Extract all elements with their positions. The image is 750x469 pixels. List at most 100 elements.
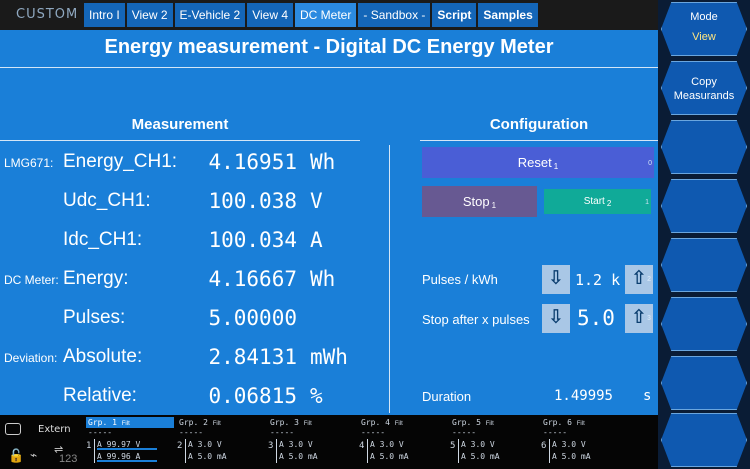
voltage-range: A 3.0 V [549, 439, 623, 451]
group-title-text: Grp. 2 [179, 418, 208, 427]
softkey-6[interactable] [661, 297, 747, 351]
measurand-unit: Wh [310, 150, 336, 174]
softkey-mode[interactable]: Mode View [661, 2, 747, 56]
group-number: 6 [541, 441, 547, 451]
voltage-range: A 3.0 V [367, 439, 441, 451]
main-panel: Energy measurement - Digital DC Energy M… [0, 30, 658, 415]
group-title: Grp. 1 Filt [86, 417, 174, 428]
group-number: 5 [450, 441, 456, 451]
status-bar: Extern 🔓 ⌁ ⇌ 123 Grp. 1 Filt ----- 1 A 9… [0, 415, 658, 469]
measurement-row-relative: Relative: 0.06815 % [0, 382, 380, 412]
measurand-label: Energy: [63, 268, 129, 289]
filter-badge: Filt [394, 421, 403, 427]
group-title: Grp. 3 Filt [268, 417, 356, 428]
current-range: A 5.0 mA [185, 451, 259, 463]
softkey-copy-measurands[interactable]: Copy Measurands [661, 61, 747, 115]
current-range: A 5.0 mA [549, 451, 623, 463]
group-number: 4 [359, 441, 365, 451]
tab-view-2[interactable]: View 2 [126, 3, 173, 27]
tab-e-vehicle-2[interactable]: E-Vehicle 2 [174, 3, 246, 27]
stop-after-pulses-value[interactable]: 5.0 [577, 306, 615, 330]
softkey-4[interactable] [661, 179, 747, 233]
stop-button-label: Stop [462, 194, 490, 209]
measurand-label: Idc_CH1: [63, 229, 143, 250]
filter-badge: Filt [121, 421, 130, 427]
measurand-value: 0.06815 [208, 384, 297, 408]
measurement-row-energy-ch1: LMG671: Energy_CH1: 4.16951 Wh [0, 148, 380, 178]
voltage-range: A 3.0 V [185, 439, 259, 451]
softkey-title: Mode [690, 11, 718, 23]
tab-sandbox[interactable]: - Sandbox - [358, 3, 431, 27]
group-title-text: Grp. 1 [88, 418, 117, 427]
measurand-unit: A [310, 228, 323, 252]
voltage-range-text: A 99.97 V [97, 440, 141, 449]
tab-view-4[interactable]: View 4 [247, 3, 294, 27]
pulses-decrement-button[interactable]: ⇩ [542, 265, 570, 294]
measurand-value: 4.16951 [208, 150, 297, 174]
trigger-source-label: Extern [38, 424, 71, 435]
stop-button[interactable]: Stop 1 [422, 186, 537, 217]
chat-icon[interactable] [5, 423, 21, 435]
measurement-divider [0, 140, 360, 141]
duration-label: Duration [422, 389, 472, 404]
start-corner-index: 1 [645, 199, 649, 206]
current-range: A 5.0 mA [367, 451, 441, 463]
group-2-panel[interactable]: Grp. 2 Filt ----- 2 A 3.0 V A 5.0 mA [177, 417, 265, 467]
group-dashes: ----- [270, 428, 295, 437]
measurand-label: Relative: [63, 385, 137, 406]
current-range-text: A 99.96 A [97, 452, 141, 461]
current-range: A 5.0 mA [276, 451, 350, 463]
group-number: 1 [86, 441, 92, 451]
group-label: DC Meter: [4, 273, 59, 287]
title-divider [0, 67, 658, 68]
current-range: A 99.96 A [94, 451, 168, 463]
down-arrow-icon: ⇩ [548, 307, 564, 328]
group-3-panel[interactable]: Grp. 3 Filt ----- 3 A 3.0 V A 5.0 mA [268, 417, 356, 467]
current-range: A 5.0 mA [458, 451, 532, 463]
duration-value: 1.49995 [553, 388, 613, 404]
stop-after-decrement-button[interactable]: ⇩ [542, 304, 570, 333]
reset-button[interactable]: Reset 1 0 [422, 147, 654, 178]
measurand-unit: % [310, 384, 323, 408]
top-bar: CUSTOM Intro I View 2 E-Vehicle 2 View 4… [0, 0, 658, 30]
group-1-panel[interactable]: Grp. 1 Filt ----- 1 A 99.97 V A 99.96 A [86, 417, 174, 467]
measurand-value: 100.034 [208, 228, 297, 252]
group-dashes: ----- [179, 428, 204, 437]
softkey-7[interactable] [661, 356, 747, 410]
measurand-value: 100.038 [208, 189, 297, 213]
softkey-8[interactable] [661, 413, 747, 467]
filter-badge: Filt [576, 421, 585, 427]
group-6-panel[interactable]: Grp. 6 Filt ----- 6 A 3.0 V A 5.0 mA [541, 417, 629, 467]
group-5-panel[interactable]: Grp. 5 Filt ----- 5 A 3.0 V A 5.0 mA [450, 417, 538, 467]
tab-intro-i[interactable]: Intro I [84, 3, 125, 27]
voltage-range: A 99.97 V [94, 439, 168, 451]
group-title-text: Grp. 3 [270, 418, 299, 427]
start-button[interactable]: Start 2 1 [544, 189, 651, 214]
tab-script[interactable]: Script [432, 3, 477, 27]
filter-badge: Filt [485, 421, 494, 427]
tab-samples[interactable]: Samples [478, 3, 538, 27]
softkey-3[interactable] [661, 120, 747, 174]
group-dashes: ----- [361, 428, 386, 437]
group-dashes: ----- [88, 428, 113, 437]
measurand-label: Absolute: [63, 346, 143, 367]
page-title: Energy measurement - Digital DC Energy M… [104, 36, 554, 58]
tab-dc-meter[interactable]: DC Meter [295, 3, 357, 27]
pulses-corner-index: 2 [647, 276, 651, 283]
group-title: Grp. 6 Filt [541, 417, 629, 428]
softkey-5[interactable] [661, 238, 747, 292]
group-title-text: Grp. 4 [361, 418, 390, 427]
softkey-column: Mode View Copy Measurands [658, 0, 750, 469]
measurand-unit: mWh [310, 345, 348, 369]
group-4-panel[interactable]: Grp. 4 Filt ----- 4 A 3.0 V A 5.0 mA [359, 417, 447, 467]
range-digits: 123 [59, 453, 78, 465]
measurand-value: 4.16667 [208, 267, 297, 291]
stop-after-increment-button[interactable]: ⇧ 3 [625, 304, 653, 333]
pulses-per-kwh-value[interactable]: 1.2 k [575, 271, 621, 289]
start-key-hint: 2 [606, 199, 612, 208]
pulses-increment-button[interactable]: ⇧ 2 [625, 265, 653, 294]
voltage-range: A 3.0 V [276, 439, 350, 451]
voltage-level-bar [97, 448, 157, 450]
measurand-value: 2.84131 [208, 345, 297, 369]
group-number: 2 [177, 441, 183, 451]
